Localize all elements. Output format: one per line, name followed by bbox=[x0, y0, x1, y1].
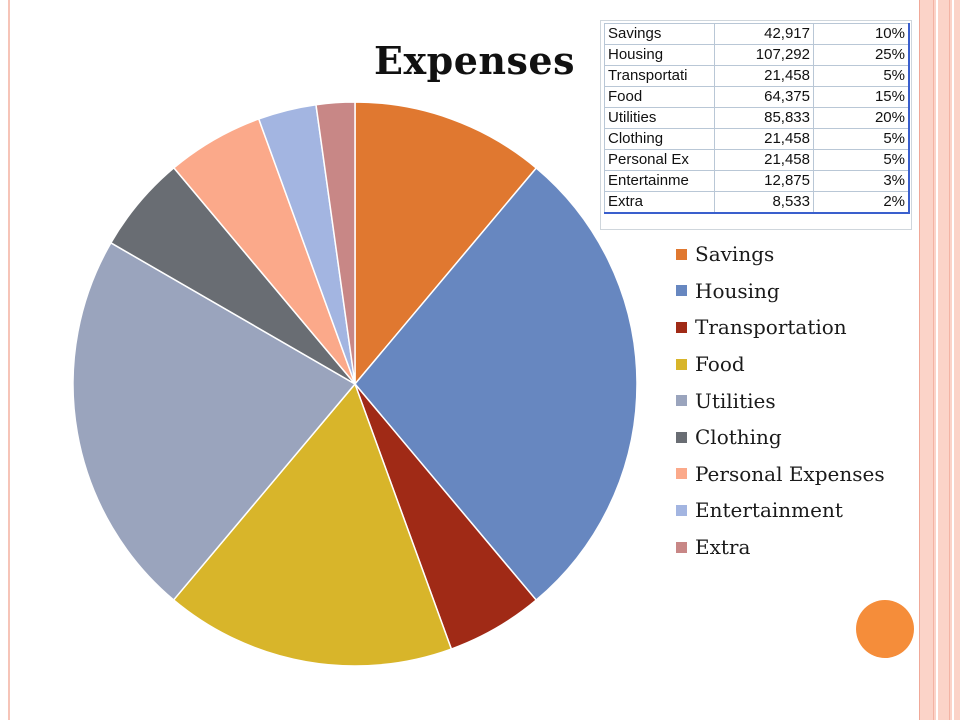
table-cell-label: Housing bbox=[604, 44, 715, 66]
table-cell-label: Entertainme bbox=[604, 170, 715, 192]
table-cell-amount: 12,875 bbox=[714, 170, 814, 192]
right-border-line bbox=[933, 0, 934, 720]
legend-swatch bbox=[676, 431, 687, 443]
expense-table: Savings 42,917 10% Housing 107,292 25% Transpo… bbox=[604, 23, 910, 214]
legend-swatch bbox=[676, 358, 687, 370]
legend-swatch bbox=[676, 468, 687, 480]
table-row: Personal Ex 21,458 5% bbox=[604, 149, 910, 171]
table-cell-percent: 2% bbox=[813, 191, 910, 214]
table-row: Savings 42,917 10% bbox=[604, 23, 910, 45]
table-cell-amount: 21,458 bbox=[714, 65, 814, 87]
legend-item: Entertainment bbox=[676, 492, 885, 529]
table-row: Clothing 21,458 5% bbox=[604, 128, 910, 150]
pie-slice-food bbox=[172, 383, 453, 667]
orange-circle-decoration bbox=[856, 600, 914, 658]
table-cell-percent: 5% bbox=[813, 65, 910, 87]
table-cell-label: Clothing bbox=[604, 128, 715, 150]
table-cell-amount: 8,533 bbox=[714, 191, 814, 214]
table-row: Transportati 21,458 5% bbox=[604, 65, 910, 87]
left-border-line bbox=[8, 0, 10, 720]
legend-label: Utilities bbox=[695, 388, 776, 413]
legend-label: Food bbox=[695, 352, 745, 377]
legend-label: Housing bbox=[695, 278, 780, 303]
pie-slice-housing bbox=[354, 167, 638, 601]
table-cell-percent: 15% bbox=[813, 86, 910, 108]
table-cell-label: Extra bbox=[604, 191, 715, 214]
legend-swatch bbox=[676, 541, 687, 553]
table-cell-amount: 85,833 bbox=[714, 107, 814, 129]
table-cell-percent: 5% bbox=[813, 149, 910, 171]
chart-title: Expenses bbox=[374, 38, 575, 83]
table-cell-label: Personal Ex bbox=[604, 149, 715, 171]
table-cell-label: Utilities bbox=[604, 107, 715, 129]
pie-slice-utilities bbox=[72, 242, 356, 601]
table-cell-amount: 64,375 bbox=[714, 86, 814, 108]
legend-label: Transportation bbox=[695, 315, 847, 340]
table-cell-percent: 20% bbox=[813, 107, 910, 129]
legend-label: Clothing bbox=[695, 425, 782, 450]
table-cell-label: Food bbox=[604, 86, 715, 108]
legend-label: Extra bbox=[695, 535, 751, 560]
legend-label: Personal Expenses bbox=[695, 461, 885, 486]
table-cell-percent: 5% bbox=[813, 128, 910, 150]
pie-slice-savings bbox=[354, 101, 538, 385]
legend-swatch bbox=[676, 285, 687, 297]
legend-item: Extra bbox=[676, 529, 885, 566]
table-row: Utilities 85,833 20% bbox=[604, 107, 910, 129]
table-cell-label: Savings bbox=[604, 23, 715, 45]
table-cell-amount: 42,917 bbox=[714, 23, 814, 45]
legend-item: Personal Expenses bbox=[676, 456, 885, 493]
table-cell-percent: 3% bbox=[813, 170, 910, 192]
legend-item: Clothing bbox=[676, 419, 885, 456]
legend-swatch bbox=[676, 248, 687, 260]
right-border-line bbox=[949, 0, 950, 720]
legend-swatch bbox=[676, 504, 687, 516]
table-cell-amount: 21,458 bbox=[714, 149, 814, 171]
table-cell-amount: 21,458 bbox=[714, 128, 814, 150]
legend-swatch bbox=[676, 321, 687, 333]
legend-item: Transportation bbox=[676, 309, 885, 346]
legend-item: Food bbox=[676, 346, 885, 383]
table-row: Housing 107,292 25% bbox=[604, 44, 910, 66]
table-cell-percent: 10% bbox=[813, 23, 910, 45]
table-row: Food 64,375 15% bbox=[604, 86, 910, 108]
chart-legend: Savings Housing Transportation Food Utilitie… bbox=[676, 236, 885, 565]
table-cell-percent: 25% bbox=[813, 44, 910, 66]
table-cell-amount: 107,292 bbox=[714, 44, 814, 66]
legend-swatch bbox=[676, 395, 687, 407]
legend-item: Utilities bbox=[676, 382, 885, 419]
table-row: Entertainme 12,875 3% bbox=[604, 170, 910, 192]
legend-item: Housing bbox=[676, 273, 885, 310]
legend-label: Savings bbox=[695, 242, 775, 267]
right-border-line bbox=[936, 0, 938, 720]
right-border-line bbox=[952, 0, 954, 720]
right-border-line bbox=[919, 0, 920, 720]
table-row: Extra 8,533 2% bbox=[604, 191, 910, 214]
legend-label: Entertainment bbox=[695, 498, 843, 523]
legend-item: Savings bbox=[676, 236, 885, 273]
table-cell-label: Transportati bbox=[604, 65, 715, 87]
pie-slice-extra bbox=[315, 101, 356, 385]
